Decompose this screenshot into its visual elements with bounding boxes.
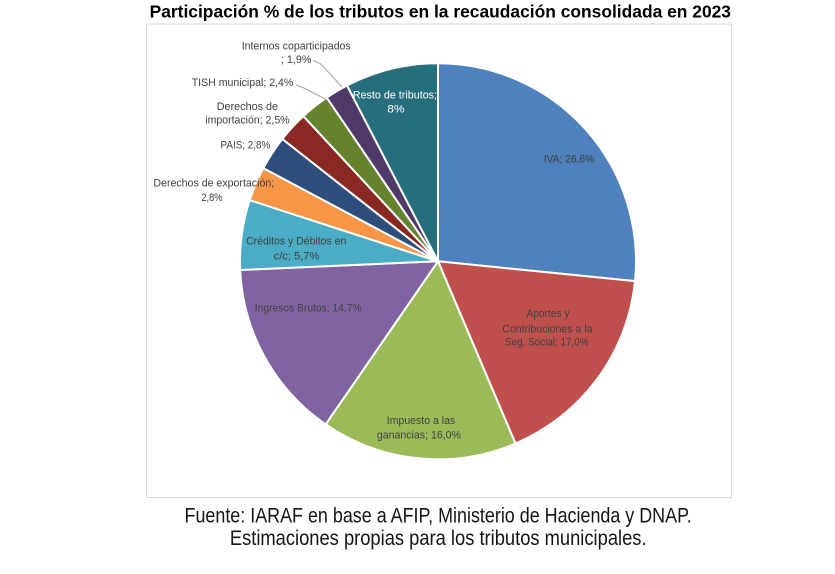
svg-text:Seg. Social; 17,0%: Seg. Social; 17,0%	[505, 336, 589, 348]
svg-text:2,8%: 2,8%	[201, 192, 222, 204]
svg-text:8%: 8%	[387, 104, 405, 116]
svg-text:IVA; 26,6%: IVA; 26,6%	[544, 154, 595, 166]
svg-text:Internos coparticipados: Internos coparticipados	[242, 41, 351, 53]
svg-text:Aportes y: Aportes y	[527, 308, 570, 320]
svg-text:TISH municipal; 2,4%: TISH municipal; 2,4%	[192, 77, 294, 89]
svg-text:Impuesto a las: Impuesto a las	[387, 415, 456, 427]
svg-text:Créditos y Débitos en: Créditos y Débitos en	[246, 236, 346, 248]
svg-text:; 1,9%: ; 1,9%	[281, 54, 312, 66]
svg-text:Resto de tributos;: Resto de tributos;	[353, 90, 437, 102]
svg-text:Contribuciones a la: Contribuciones a la	[502, 323, 593, 335]
svg-text:c/c; 5,7%: c/c; 5,7%	[274, 250, 320, 262]
svg-text:importación; 2,5%: importación; 2,5%	[205, 115, 290, 127]
svg-text:Estimaciones propias para los: Estimaciones propias para los tributos m…	[230, 527, 647, 550]
svg-text:ganancias; 16,0%: ganancias; 16,0%	[377, 429, 461, 441]
svg-text:Derechos de: Derechos de	[217, 101, 278, 113]
svg-text:Participación % de los tributo: Participación % de los tributos en la re…	[150, 1, 732, 21]
svg-text:Ingresos Brutos; 14,7%: Ingresos Brutos; 14,7%	[255, 303, 362, 315]
svg-text:PAIS; 2,8%: PAIS; 2,8%	[221, 139, 271, 151]
svg-text:Fuente: IARAF en base a AFIP,: Fuente: IARAF en base a AFIP, Ministerio…	[185, 504, 692, 527]
svg-text:Derechos de exportación;: Derechos de exportación;	[153, 178, 274, 190]
